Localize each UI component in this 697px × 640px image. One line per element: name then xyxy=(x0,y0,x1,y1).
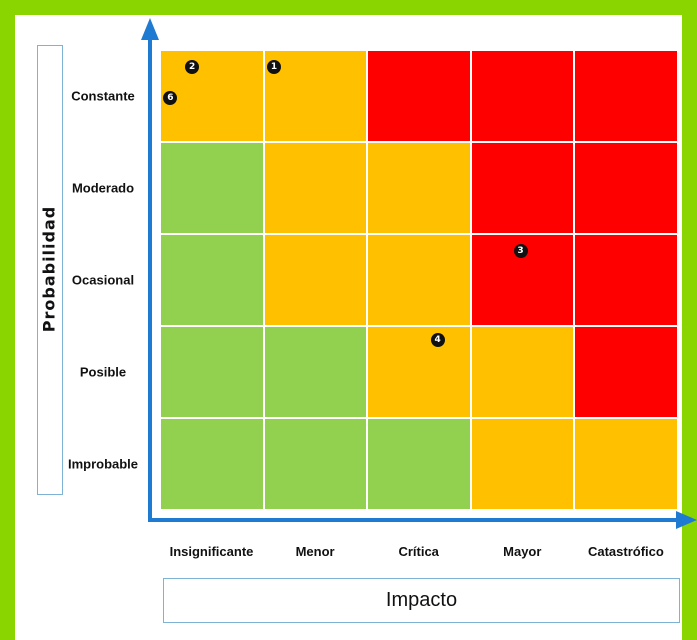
row-label: Constante xyxy=(71,88,135,104)
matrix-cell xyxy=(574,142,678,234)
matrix-cell xyxy=(470,326,575,418)
x-axis-title-box: Impacto xyxy=(163,578,680,623)
matrix-cell xyxy=(263,234,368,326)
row-label: Moderado xyxy=(71,180,135,196)
risk-marker: 2 xyxy=(185,59,200,74)
matrix-cell xyxy=(263,326,368,418)
column-label: Menor xyxy=(295,544,335,559)
risk-marker: 3 xyxy=(513,243,528,258)
matrix-cell xyxy=(470,418,575,510)
matrix-cell xyxy=(160,418,264,510)
matrix-cell xyxy=(367,326,471,418)
matrix-cell xyxy=(367,50,471,142)
y-axis-arrow-icon xyxy=(141,18,159,40)
row-label: Posible xyxy=(79,364,127,380)
y-axis-title-box xyxy=(37,45,63,495)
matrix-cell xyxy=(470,50,575,142)
row-label: Ocasional xyxy=(71,272,135,288)
matrix-cell xyxy=(367,234,471,326)
matrix-cell xyxy=(263,142,368,234)
risk-marker: 4 xyxy=(430,332,445,347)
matrix-cell xyxy=(574,326,678,418)
matrix-cell xyxy=(470,142,575,234)
risk-matrix-grid: 2 6 1 3 4 xyxy=(160,50,678,510)
matrix-cell xyxy=(263,418,368,510)
matrix-cell xyxy=(160,234,264,326)
risk-marker: 1 xyxy=(266,59,281,74)
matrix-cell xyxy=(470,234,575,326)
matrix-cell xyxy=(574,50,678,142)
x-axis-arrow-icon xyxy=(676,511,697,529)
column-label: Mayor xyxy=(503,544,542,559)
matrix-cell xyxy=(367,418,471,510)
column-label: Catastrófico xyxy=(587,544,664,559)
matrix-cell xyxy=(367,142,471,234)
matrix-cell xyxy=(160,142,264,234)
matrix-cell xyxy=(160,326,264,418)
column-label: Crítica xyxy=(398,544,439,559)
matrix-cell xyxy=(574,418,678,510)
column-label: Insignificante xyxy=(169,544,254,559)
x-axis-title: Impacto xyxy=(385,589,458,611)
matrix-cell xyxy=(574,234,678,326)
row-label: Improbable xyxy=(67,456,139,472)
risk-marker: 6 xyxy=(163,90,178,105)
